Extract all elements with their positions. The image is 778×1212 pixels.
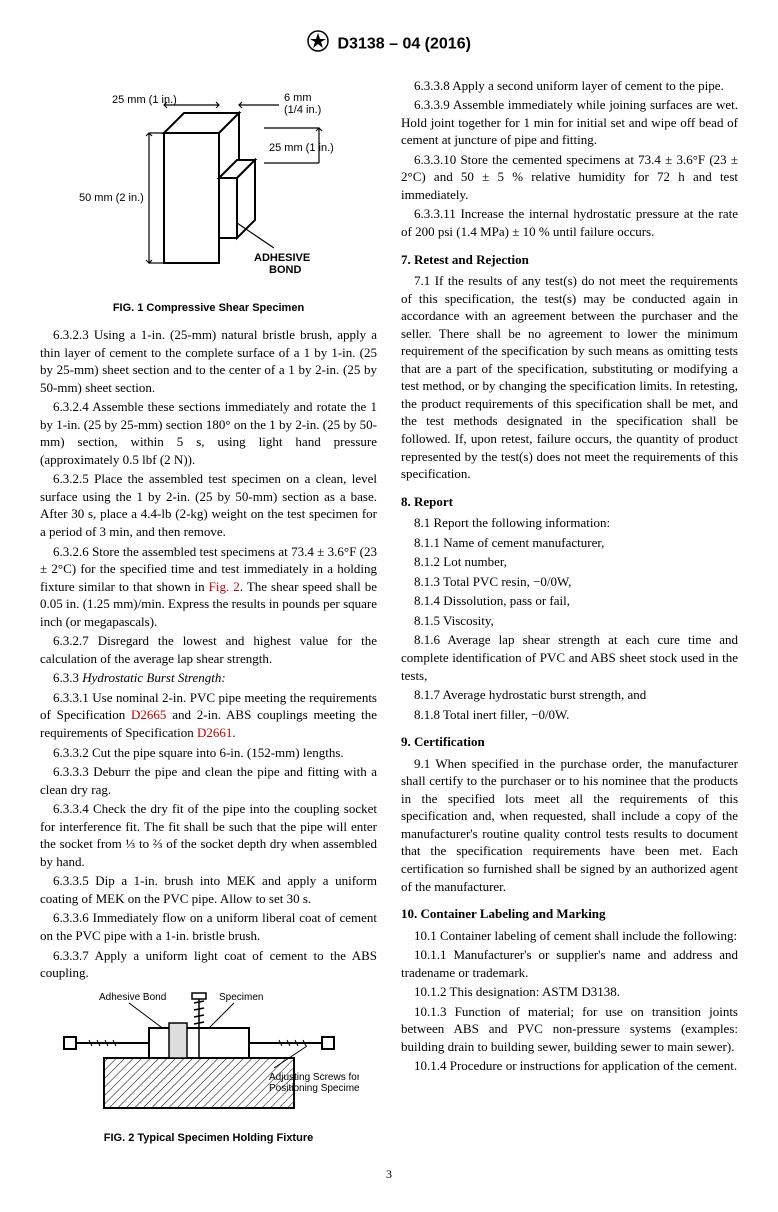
p-6-3-2-7: 6.3.2.7 Disregard the lowest and highest… bbox=[40, 632, 377, 667]
p-8-1-8: 8.1.8 Total inert filler, −0/0W. bbox=[401, 706, 738, 724]
p-6-3-3-6: 6.3.3.6 Immediately flow on a uniform li… bbox=[40, 909, 377, 944]
p-8-1-7: 8.1.7 Average hydrostatic burst strength… bbox=[401, 686, 738, 704]
designation: D3138 – 04 (2016) bbox=[338, 36, 471, 53]
p-6-3-3-1: 6.3.3.1 Use nominal 2-in. PVC pipe meeti… bbox=[40, 689, 377, 742]
fig1-label-25-left: 25 mm (1 in.) bbox=[112, 94, 177, 106]
h-10: 10. Container Labeling and Marking bbox=[401, 905, 738, 923]
p-10-1-1: 10.1.1 Manufacturer's or supplier's name… bbox=[401, 946, 738, 981]
d2665-ref[interactable]: D2665 bbox=[131, 707, 166, 722]
fig1-label-25-right: 25 mm (1 in.) bbox=[269, 142, 334, 154]
p-10-1-4: 10.1.4 Procedure or instructions for app… bbox=[401, 1057, 738, 1075]
astm-logo-icon bbox=[307, 30, 329, 59]
p-10-1-2: 10.1.2 This designation: ASTM D3138. bbox=[401, 983, 738, 1001]
h-8: 8. Report bbox=[401, 493, 738, 511]
p-6-3-3: 6.3.3 Hydrostatic Burst Strength: bbox=[40, 669, 377, 687]
two-column-body: 25 mm (1 in.) 6 mm (1/4 in.) 25 mm (1 in… bbox=[40, 77, 738, 1146]
p-6-3-3-9: 6.3.3.9 Assemble immediately while joini… bbox=[401, 96, 738, 149]
fig2-ref[interactable]: Fig. 2 bbox=[209, 579, 240, 594]
p-8-1: 8.1 Report the following information: bbox=[401, 514, 738, 532]
svg-text:Positioning Specimen: Positioning Specimen bbox=[269, 1083, 359, 1094]
p-8-1-2: 8.1.2 Lot number, bbox=[401, 553, 738, 571]
p-10-1-3: 10.1.3 Function of material; for use on … bbox=[401, 1003, 738, 1056]
fig1-label-50: 50 mm (2 in.) bbox=[79, 192, 144, 204]
p-8-1-4: 8.1.4 Dissolution, pass or fail, bbox=[401, 592, 738, 610]
p-6-3-2-4: 6.3.2.4 Assemble these sections immediat… bbox=[40, 398, 377, 468]
svg-text:Adjusting Screws for: Adjusting Screws for bbox=[269, 1072, 359, 1083]
page-number: 3 bbox=[40, 1166, 738, 1182]
p-9-1: 9.1 When specified in the purchase order… bbox=[401, 755, 738, 895]
d2661-ref[interactable]: D2661 bbox=[197, 725, 232, 740]
p-6-3-3-11: 6.3.3.11 Increase the internal hydrostat… bbox=[401, 205, 738, 240]
fig1-label-bond: BOND bbox=[269, 264, 301, 276]
p-6-3-3-10: 6.3.3.10 Store the cemented specimens at… bbox=[401, 151, 738, 204]
figure-1: 25 mm (1 in.) 6 mm (1/4 in.) 25 mm (1 in… bbox=[40, 83, 377, 316]
p-8-1-1: 8.1.1 Name of cement manufacturer, bbox=[401, 534, 738, 552]
h-9: 9. Certification bbox=[401, 733, 738, 751]
p-8-1-6: 8.1.6 Average lap shear strength at each… bbox=[401, 631, 738, 684]
p-6-3-2-3: 6.3.2.3 Using a 1-in. (25-mm) natural br… bbox=[40, 326, 377, 396]
p-6-3-3-8: 6.3.3.8 Apply a second uniform layer of … bbox=[401, 77, 738, 95]
p-6-3-3-3: 6.3.3.3 Deburr the pipe and clean the pi… bbox=[40, 763, 377, 798]
page-header: D3138 – 04 (2016) bbox=[40, 30, 738, 59]
svg-text:Adhesive Bond: Adhesive Bond bbox=[99, 992, 166, 1003]
figure-2: Adhesive Bond Specimen bbox=[40, 988, 377, 1146]
p-6-3-3-7: 6.3.3.7 Apply a uniform light coat of ce… bbox=[40, 947, 377, 982]
fig1-caption: FIG. 1 Compressive Shear Specimen bbox=[40, 301, 377, 316]
p-6-3-3-4: 6.3.3.4 Check the dry fit of the pipe in… bbox=[40, 800, 377, 870]
fig2-caption: FIG. 2 Typical Specimen Holding Fixture bbox=[40, 1131, 377, 1146]
fig1-label-6: 6 mm bbox=[284, 92, 312, 104]
svg-text:Specimen: Specimen bbox=[219, 992, 263, 1003]
p-6-3-3-5: 6.3.3.5 Dip a 1-in. brush into MEK and a… bbox=[40, 872, 377, 907]
fig1-label-6b: (1/4 in.) bbox=[284, 104, 321, 116]
p-10-1: 10.1 Container labeling of cement shall … bbox=[401, 927, 738, 945]
p-8-1-5: 8.1.5 Viscosity, bbox=[401, 612, 738, 630]
h-7: 7. Retest and Rejection bbox=[401, 251, 738, 269]
fig1-label-adh: ADHESIVE bbox=[254, 252, 310, 264]
p-7-1: 7.1 If the results of any test(s) do not… bbox=[401, 272, 738, 483]
p-6-3-2-6: 6.3.2.6 Store the assembled test specime… bbox=[40, 543, 377, 631]
p-6-3-2-5: 6.3.2.5 Place the assembled test specime… bbox=[40, 470, 377, 540]
p-6-3-3-2: 6.3.3.2 Cut the pipe square into 6-in. (… bbox=[40, 744, 377, 762]
p-8-1-3: 8.1.3 Total PVC resin, −0/0W, bbox=[401, 573, 738, 591]
